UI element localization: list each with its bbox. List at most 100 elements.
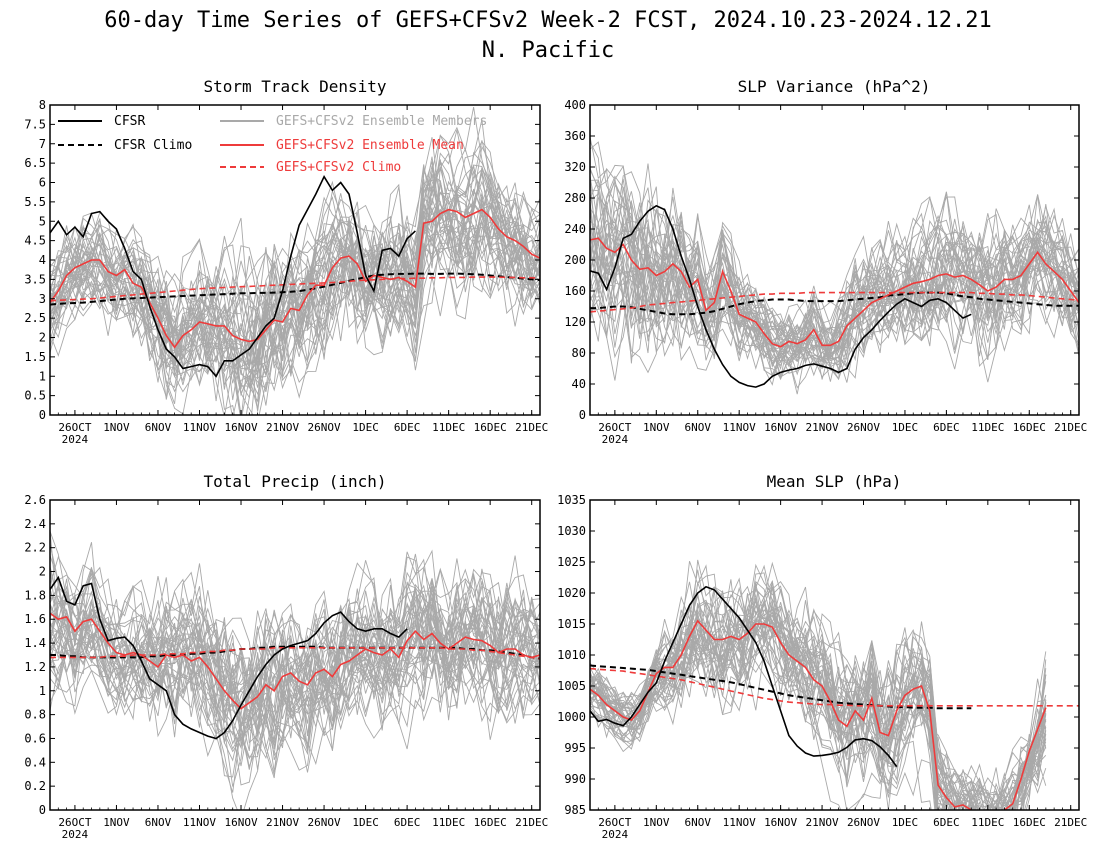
ens-climo-line	[50, 646, 540, 660]
cfsr-line	[590, 204, 972, 388]
y-tick-label: 160	[564, 284, 586, 298]
cfsr-line	[50, 175, 416, 378]
x-tick-label: 21NOV	[806, 816, 839, 829]
x-tick-label: 26NOV	[847, 816, 880, 829]
ensemble-member-line	[590, 613, 1047, 810]
plot-area	[590, 559, 1079, 810]
ensemble-member-line	[50, 566, 540, 745]
figure-title-line2: N. Pacific	[482, 38, 614, 63]
x-tick-label: 1NOV	[103, 816, 130, 829]
y-tick-label: 990	[564, 772, 586, 786]
y-tick-label: 2.6	[24, 493, 46, 507]
y-tick-label: 1.4	[24, 636, 46, 650]
ensemble-member-line	[590, 573, 1047, 810]
x-tick-label: 1DEC	[352, 421, 379, 434]
x-tick-label: 11DEC	[971, 816, 1004, 829]
x-tick-label: 16NOV	[224, 816, 257, 829]
ensemble-members	[50, 107, 540, 415]
y-tick-label: 7.5	[24, 117, 46, 131]
ensemble-member-line	[50, 161, 540, 370]
y-tick-label: 200	[564, 253, 586, 267]
ensemble-member-line	[50, 590, 540, 738]
y-tick-label: 2	[39, 565, 46, 579]
x-tick-label: 6DEC	[394, 421, 421, 434]
x-tick-label: 6NOV	[684, 816, 711, 829]
ensemble-member-line	[590, 163, 1079, 348]
y-tick-label: 240	[564, 222, 586, 236]
x-tick-label: 11DEC	[971, 421, 1004, 434]
x-tick-label: 1NOV	[103, 421, 130, 434]
ensemble-member-line	[590, 199, 1079, 368]
ensemble-member-line	[50, 180, 540, 415]
x-tick-label: 16NOV	[764, 816, 797, 829]
figure-title-line1: 60-day Time Series of GEFS+CFSv2 Week-2 …	[104, 8, 991, 33]
y-tick-label: 3	[39, 292, 46, 306]
y-tick-label: 2.2	[24, 541, 46, 555]
ensemble-member-line	[590, 580, 1047, 810]
panel-2-plot: 0 40 80 120 160 200 240 280 320 360 400 26OCT 1NOV 6N…	[564, 98, 1087, 446]
x-tick-label: 26OCT	[58, 421, 91, 434]
y-tick-label: 7	[39, 137, 46, 151]
cfsr-line	[590, 585, 898, 768]
ensemble-member-line	[590, 186, 1079, 389]
legend-label: GEFS+CFSv2 Climo	[276, 160, 401, 175]
x-tick-year: 2024	[602, 433, 629, 446]
y-tick-label: 1	[39, 369, 46, 383]
ensemble-member-line	[590, 588, 1047, 810]
ens-climo-line	[50, 276, 540, 302]
x-tick-label: 21DEC	[515, 816, 548, 829]
ensemble-member-line	[50, 551, 540, 786]
y-tick-label: 1.6	[24, 612, 46, 626]
x-tick-label: 11DEC	[432, 421, 465, 434]
ensemble-member-line	[50, 602, 540, 773]
ensemble-member-line	[590, 564, 1046, 810]
x-tick-label: 1NOV	[643, 421, 670, 434]
y-tick-label: 2.5	[24, 311, 46, 325]
x-tick-label: 21NOV	[266, 421, 299, 434]
x-tick-label: 26NOV	[847, 421, 880, 434]
ensemble-member-line	[590, 243, 1079, 362]
x-tick-label: 6NOV	[145, 421, 172, 434]
y-tick-label: 5	[39, 214, 46, 228]
y-tick-label: 0.2	[24, 779, 46, 793]
y-tick-label: 1015	[557, 617, 586, 631]
panel-slp-variance: SLP Variance (hPa^2) 0 40 80 120 160 200 240 28…	[564, 77, 1087, 446]
y-tick-label: 40	[572, 377, 586, 391]
y-tick-label: 80	[572, 346, 586, 360]
y-tick-label: 985	[564, 803, 586, 817]
x-tick-label: 1NOV	[643, 816, 670, 829]
ensemble-member-line	[50, 592, 540, 758]
y-tick-label: 995	[564, 741, 586, 755]
ens-mean-line	[50, 612, 540, 710]
ensemble-member-line	[590, 561, 1047, 810]
x-tick-label: 11NOV	[183, 421, 216, 434]
x-tick-label: 26OCT	[58, 816, 91, 829]
ensemble-member-line	[590, 618, 1047, 796]
cfsr-climo-line	[50, 272, 540, 306]
y-tick-label: 120	[564, 315, 586, 329]
y-tick-label: 6	[39, 176, 46, 190]
y-tick-label: 1030	[557, 524, 586, 538]
panel-title: Total Precip (inch)	[203, 472, 386, 491]
y-tick-label: 320	[564, 160, 586, 174]
ensemble-members	[50, 530, 540, 810]
y-tick-label: 0	[39, 803, 46, 817]
y-tick-label: 4	[39, 253, 46, 267]
legend-label: CFSR Climo	[114, 138, 192, 153]
y-tick-label: 6.5	[24, 156, 46, 170]
x-tick-label: 26OCT	[598, 421, 631, 434]
legend-label: GEFS+CFSv2 Ensemble Members	[276, 114, 487, 129]
ensemble-member-line	[590, 196, 1079, 374]
ensemble-member-line	[50, 560, 540, 772]
panel-storm-track-density: Storm Track Density 0 0.5 1 1.5 2 2.5 3 3.5 4 4.5…	[24, 77, 548, 446]
y-tick-label: 2	[39, 331, 46, 345]
x-tick-label: 1DEC	[892, 421, 919, 434]
x-tick-label: 16DEC	[1013, 421, 1046, 434]
ensemble-member-line	[590, 582, 1047, 810]
x-tick-label: 26NOV	[308, 421, 341, 434]
y-tick-label: 4.5	[24, 234, 46, 248]
ens-climo-line	[590, 667, 1079, 707]
plot-area	[50, 530, 540, 810]
x-tick-label: 16NOV	[764, 421, 797, 434]
